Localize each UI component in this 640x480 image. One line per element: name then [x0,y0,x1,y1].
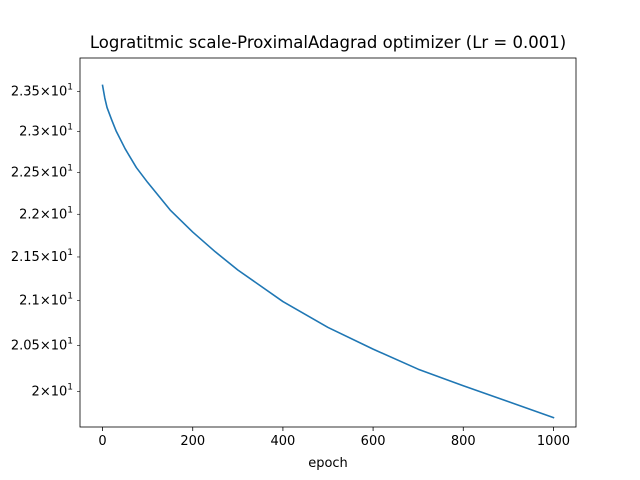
x-tick-label: 0 [98,434,106,449]
y-tick-label: 2.25×101 [11,163,73,180]
series-layer [101,84,555,419]
y-tick-label: 2.05×101 [11,336,73,353]
x-axis: 0 200 400 600 800 1000 [98,427,570,449]
y-axis: 2.35×101 2.3×101 2.25×101 2.2×101 2.15×101 2.… [11,83,80,399]
y-tick-label: 2.3×101 [19,123,73,140]
x-tick-label: 800 [451,434,476,449]
y-tick-label: 2.15×101 [11,248,73,265]
x-tick-label: 200 [180,434,205,449]
x-tick-label: 600 [361,434,386,449]
plot-area [79,57,577,428]
x-tick-label: 400 [270,434,295,449]
series-line-1 [101,84,555,419]
x-axis-label: epoch [308,456,348,471]
y-tick-label: 2.1×101 [19,292,73,309]
y-tick-label: 2.2×101 [19,205,73,222]
y-tick-label: 2.35×101 [11,83,73,100]
y-tick-label: 2×101 [32,382,73,399]
plot-background [80,58,576,427]
x-tick-label: 1000 [537,434,570,449]
plot-frame [79,57,577,428]
chart-title: Logratitmic scale-ProximalAdagrad optimi… [90,33,566,52]
